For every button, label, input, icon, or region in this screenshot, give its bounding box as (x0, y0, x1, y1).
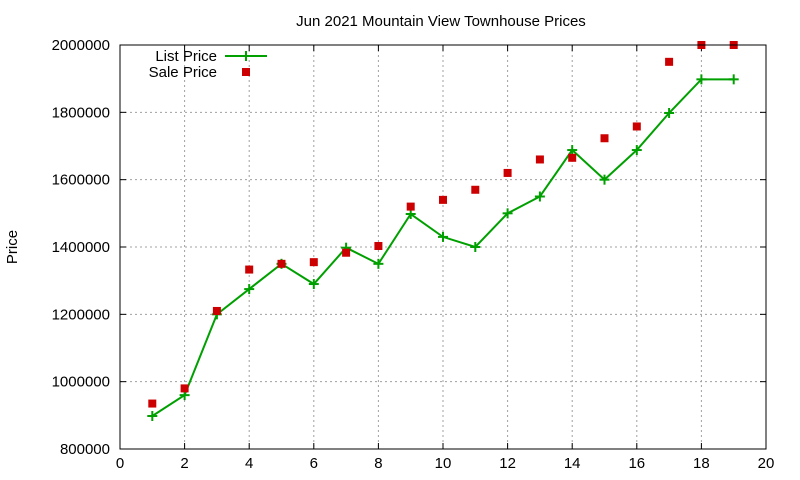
plot-frame (119, 44, 767, 450)
list-price-point (567, 145, 578, 156)
y-tick-label: 2000000 (52, 37, 110, 54)
list-price-point (470, 242, 481, 252)
x-tick-label: 16 (628, 455, 645, 472)
legend-label-list-price: List Price (155, 48, 217, 65)
list-price-point (405, 209, 416, 220)
list-price-point (147, 411, 158, 422)
legend-label-sale-price: Sale Price (149, 64, 217, 81)
x-tick-label: 2 (180, 455, 188, 472)
legend-swatch-sale-price (242, 68, 250, 76)
y-tick-label: 1600000 (52, 172, 110, 189)
y-tick-label: 1200000 (52, 306, 110, 323)
y-tick-label: 1800000 (52, 104, 110, 121)
sale-price-point (665, 57, 674, 66)
sale-price-point (439, 195, 447, 204)
sale-price-point (471, 185, 480, 194)
x-tick-label: 10 (435, 455, 452, 472)
sale-price-point (503, 168, 512, 177)
list-price-point (664, 108, 675, 119)
sale-price-point (374, 241, 383, 250)
list-price-point (534, 191, 545, 202)
tick-labels: 0 2 4 6 8 10 12 14 16 18 20 800000 1000000 1200000 140… (52, 37, 775, 472)
sale-price-point (342, 248, 351, 257)
list-price-point (373, 258, 384, 269)
x-tick-label: 18 (693, 455, 710, 472)
list-price-point (308, 279, 319, 290)
y-tick-label: 800000 (60, 441, 110, 458)
list-price-point (502, 208, 513, 219)
x-tick-label: 0 (116, 455, 124, 472)
x-tick-label: 12 (499, 455, 516, 472)
chart-title: Jun 2021 Mountain View Townhouse Prices (296, 13, 586, 30)
list-price-point (599, 174, 610, 185)
list-price-point (631, 145, 642, 156)
sale-price-point (245, 265, 254, 274)
list-price-point (244, 284, 255, 295)
x-tick-label: 4 (245, 455, 253, 472)
sale-price-point (632, 122, 641, 131)
list-price-point (696, 74, 707, 85)
x-tick-label: 20 (758, 455, 775, 472)
sale-price-point (406, 202, 415, 211)
sale-price-point (600, 134, 609, 143)
plot-series (147, 41, 739, 422)
x-tick-label: 6 (310, 455, 318, 472)
x-tick-label: 8 (374, 455, 382, 472)
sale-price-point (148, 399, 157, 408)
gridlines (120, 45, 766, 449)
list-price-point (438, 231, 448, 242)
y-tick-label: 1400000 (52, 239, 110, 256)
sale-price-point (535, 155, 544, 164)
list-price-point (728, 74, 739, 85)
sale-price-point (309, 258, 318, 267)
x-tick-label: 14 (564, 455, 581, 472)
sale-price-point (180, 384, 189, 393)
sale-price-point (212, 306, 221, 315)
legend-swatch-list-price-marker (241, 51, 251, 61)
sale-price-point (277, 259, 286, 268)
sale-price-point (568, 153, 577, 162)
y-axis-label: Price (4, 230, 21, 264)
y-tick-label: 1000000 (52, 374, 110, 391)
